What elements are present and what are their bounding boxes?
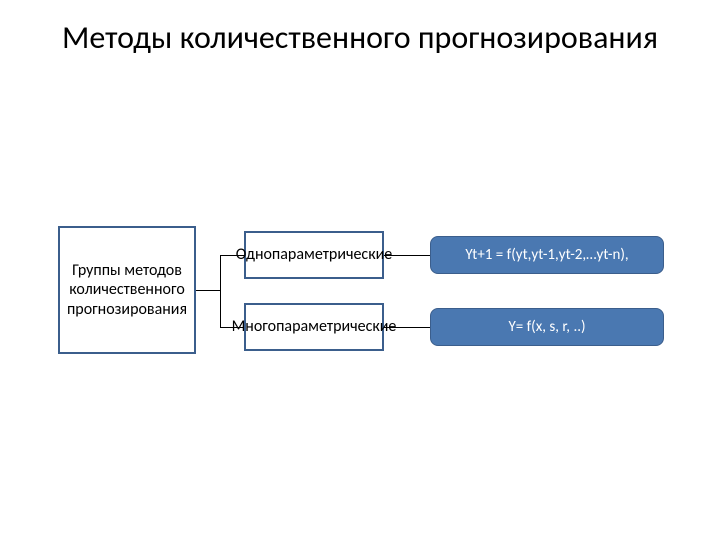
connector-segment: [384, 327, 430, 328]
node-multi-param: Многопараметрические: [244, 303, 384, 351]
connector-segment: [220, 255, 221, 290]
connector-segment: [220, 255, 244, 256]
node-formula-single: Yt+1 = f(yt,yt-1,yt-2,…yt-n),: [430, 236, 664, 274]
node-formula-multi: Y= f(x, s, r, ..): [430, 308, 664, 346]
connector-segment: [220, 327, 244, 328]
connector-segment: [384, 255, 430, 256]
node-root: Группы методов количественного прогнозир…: [58, 226, 196, 354]
node-single-param: Однопараметрические: [244, 231, 384, 279]
page-title: Методы количественного прогнозирования: [0, 20, 720, 57]
connector-segment: [220, 290, 221, 327]
connector-segment: [196, 290, 220, 291]
